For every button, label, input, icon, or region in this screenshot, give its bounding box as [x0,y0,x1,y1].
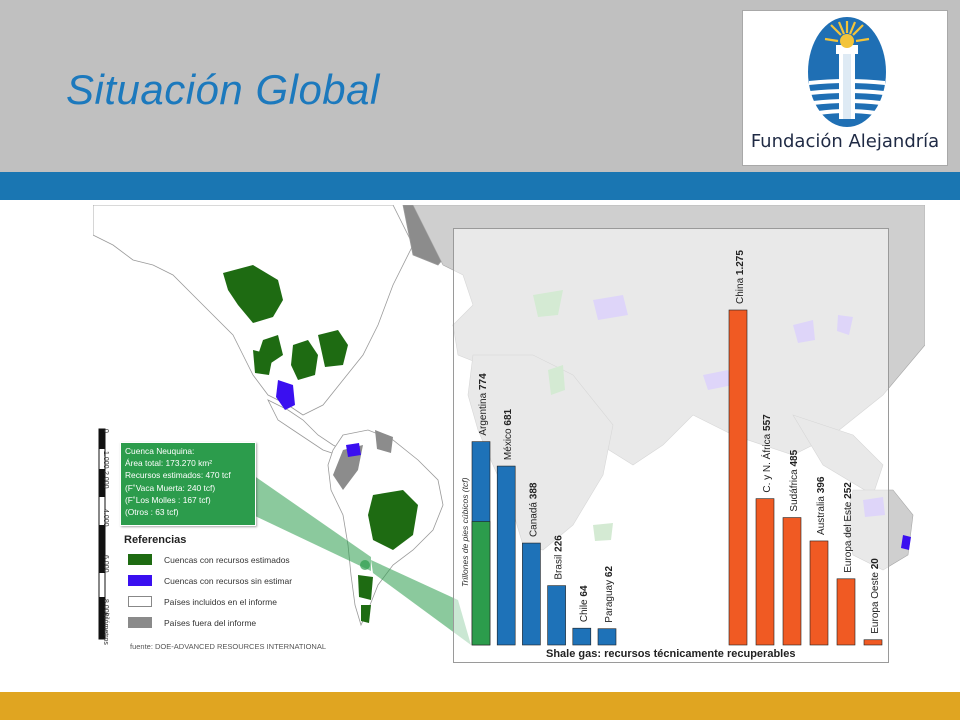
bar [782,517,802,646]
logo-text: Fundación Alejandría [750,131,940,152]
callout-line: (F˚Vaca Muerta: 240 tcf) [125,482,216,493]
legend-label: Cuencas con recursos sin estimar [164,576,293,586]
bar [728,309,748,646]
scale-tick-label: 1.000 [102,451,109,469]
bar-category: Chile [579,597,590,623]
callout-line: Cuenca Neuquina: [125,446,195,456]
shale-chart-panel: Trillones de pies cúbicos (tcf) Argentina… [453,228,889,663]
legend-swatch [128,596,152,607]
bar-label: Europa del Este 252 [843,482,854,573]
callout-line: Área total: 173.270 km² [125,458,213,469]
bar [755,498,775,646]
bar-category: Europa del Este [843,499,854,573]
bar-value: 681 [503,408,514,425]
scale-tick-label: 4.000 [102,509,109,527]
bar-value: 1.275 [735,250,746,275]
bar-label: Canadá 388 [528,482,539,537]
legend-item: Cuencas con recursos estimados [120,552,335,573]
legend-label: Países incluidos en el informe [164,597,277,607]
logo: Fundación Alejandría [742,10,948,166]
legend-swatch [128,554,152,565]
bar-label: Argentina 774 [478,373,489,436]
legend-label: Países fuera del informe [164,618,257,628]
bar-value: 62 [604,566,615,578]
bar [547,585,566,646]
bar-label: Brasil 226 [554,535,565,580]
accent-band-blue [0,172,960,200]
bar-category: Europa Oeste [870,569,881,633]
legend-item: Países incluidos en el informe [120,594,335,615]
bar-value: 485 [789,449,800,466]
bar-label: C. y N. África 557 [760,414,773,493]
bar-value: 388 [528,482,539,499]
bar-label: Sudáfrica 485 [789,449,800,511]
scale-tick-label: 2.000 [102,471,109,489]
scale-bar [98,428,106,640]
bar-value: 252 [843,482,854,499]
scale-unit: kilómetros [102,613,109,645]
bar-value: 20 [870,558,881,570]
bar-category: Sudáfrica [789,467,800,512]
source-note: fuente: DOE-ADVANCED RESOURCES INTERNATI… [130,642,327,651]
callout-line: (F˚Los Molles : 167 tcf) [125,494,211,505]
legend-item: Países fuera del informe [120,615,335,636]
bar-category: México [503,426,514,460]
legend-title: Referencias [124,534,187,546]
legend-swatch [128,575,152,586]
bar-category: Paraguay [604,577,615,623]
bar-value: 557 [762,414,773,431]
bar-value: 64 [579,585,590,597]
lighthouse-logo-icon [808,17,886,127]
bar-label: Chile 64 [579,585,590,622]
bar-value: 774 [478,373,489,390]
bar [522,542,541,646]
shale-bar-chart: Trillones de pies cúbicos (tcf) Argentina… [460,250,883,660]
scale-tick-label: 6.000 [102,555,109,573]
bar-category: Canadá [528,499,539,537]
scale-tick-label: 0 [102,429,109,433]
legend-label: Cuencas con recursos estimados [164,555,290,565]
neuquen-callout: Cuenca Neuquina: Área total: 173.270 km²… [120,442,256,526]
bar [836,578,856,646]
bar-highlight [471,521,491,646]
x-axis-label: Shale gas: recursos técnicamente recuper… [546,648,795,660]
legend-item: Cuencas con recursos sin estimar [120,573,335,594]
callout-line: (Otros : 63 tcf) [125,507,179,518]
accent-band-gold [0,692,960,720]
bar-label: Australia 396 [816,476,827,535]
bar-label: Paraguay 62 [604,566,615,623]
legend-swatch [128,617,152,628]
bar-value: 396 [816,476,827,493]
bar-value: 226 [554,535,565,552]
slide-title: Situación Global [66,66,380,113]
bar-category: Australia [816,493,827,535]
bar [496,465,516,646]
bar-category: China [735,275,746,304]
bar [572,627,592,646]
bar [809,540,829,646]
bar-category: C. y N. África [760,431,773,493]
callout-line: Recursos estimados: 470 tcf [125,470,231,481]
bar [863,639,883,646]
bar-label: México 681 [503,408,514,460]
map-legend: Referencias Cuencas con recursos estimad… [120,534,335,638]
bar-label: Europa Oeste 20 [870,558,881,634]
bar-label: China 1.275 [735,250,746,304]
bar-category: Argentina [478,390,489,436]
bar-category: Brasil [554,552,565,580]
y-axis-label: Trillones de pies cúbicos (tcf) [460,477,470,587]
bar [597,628,617,646]
